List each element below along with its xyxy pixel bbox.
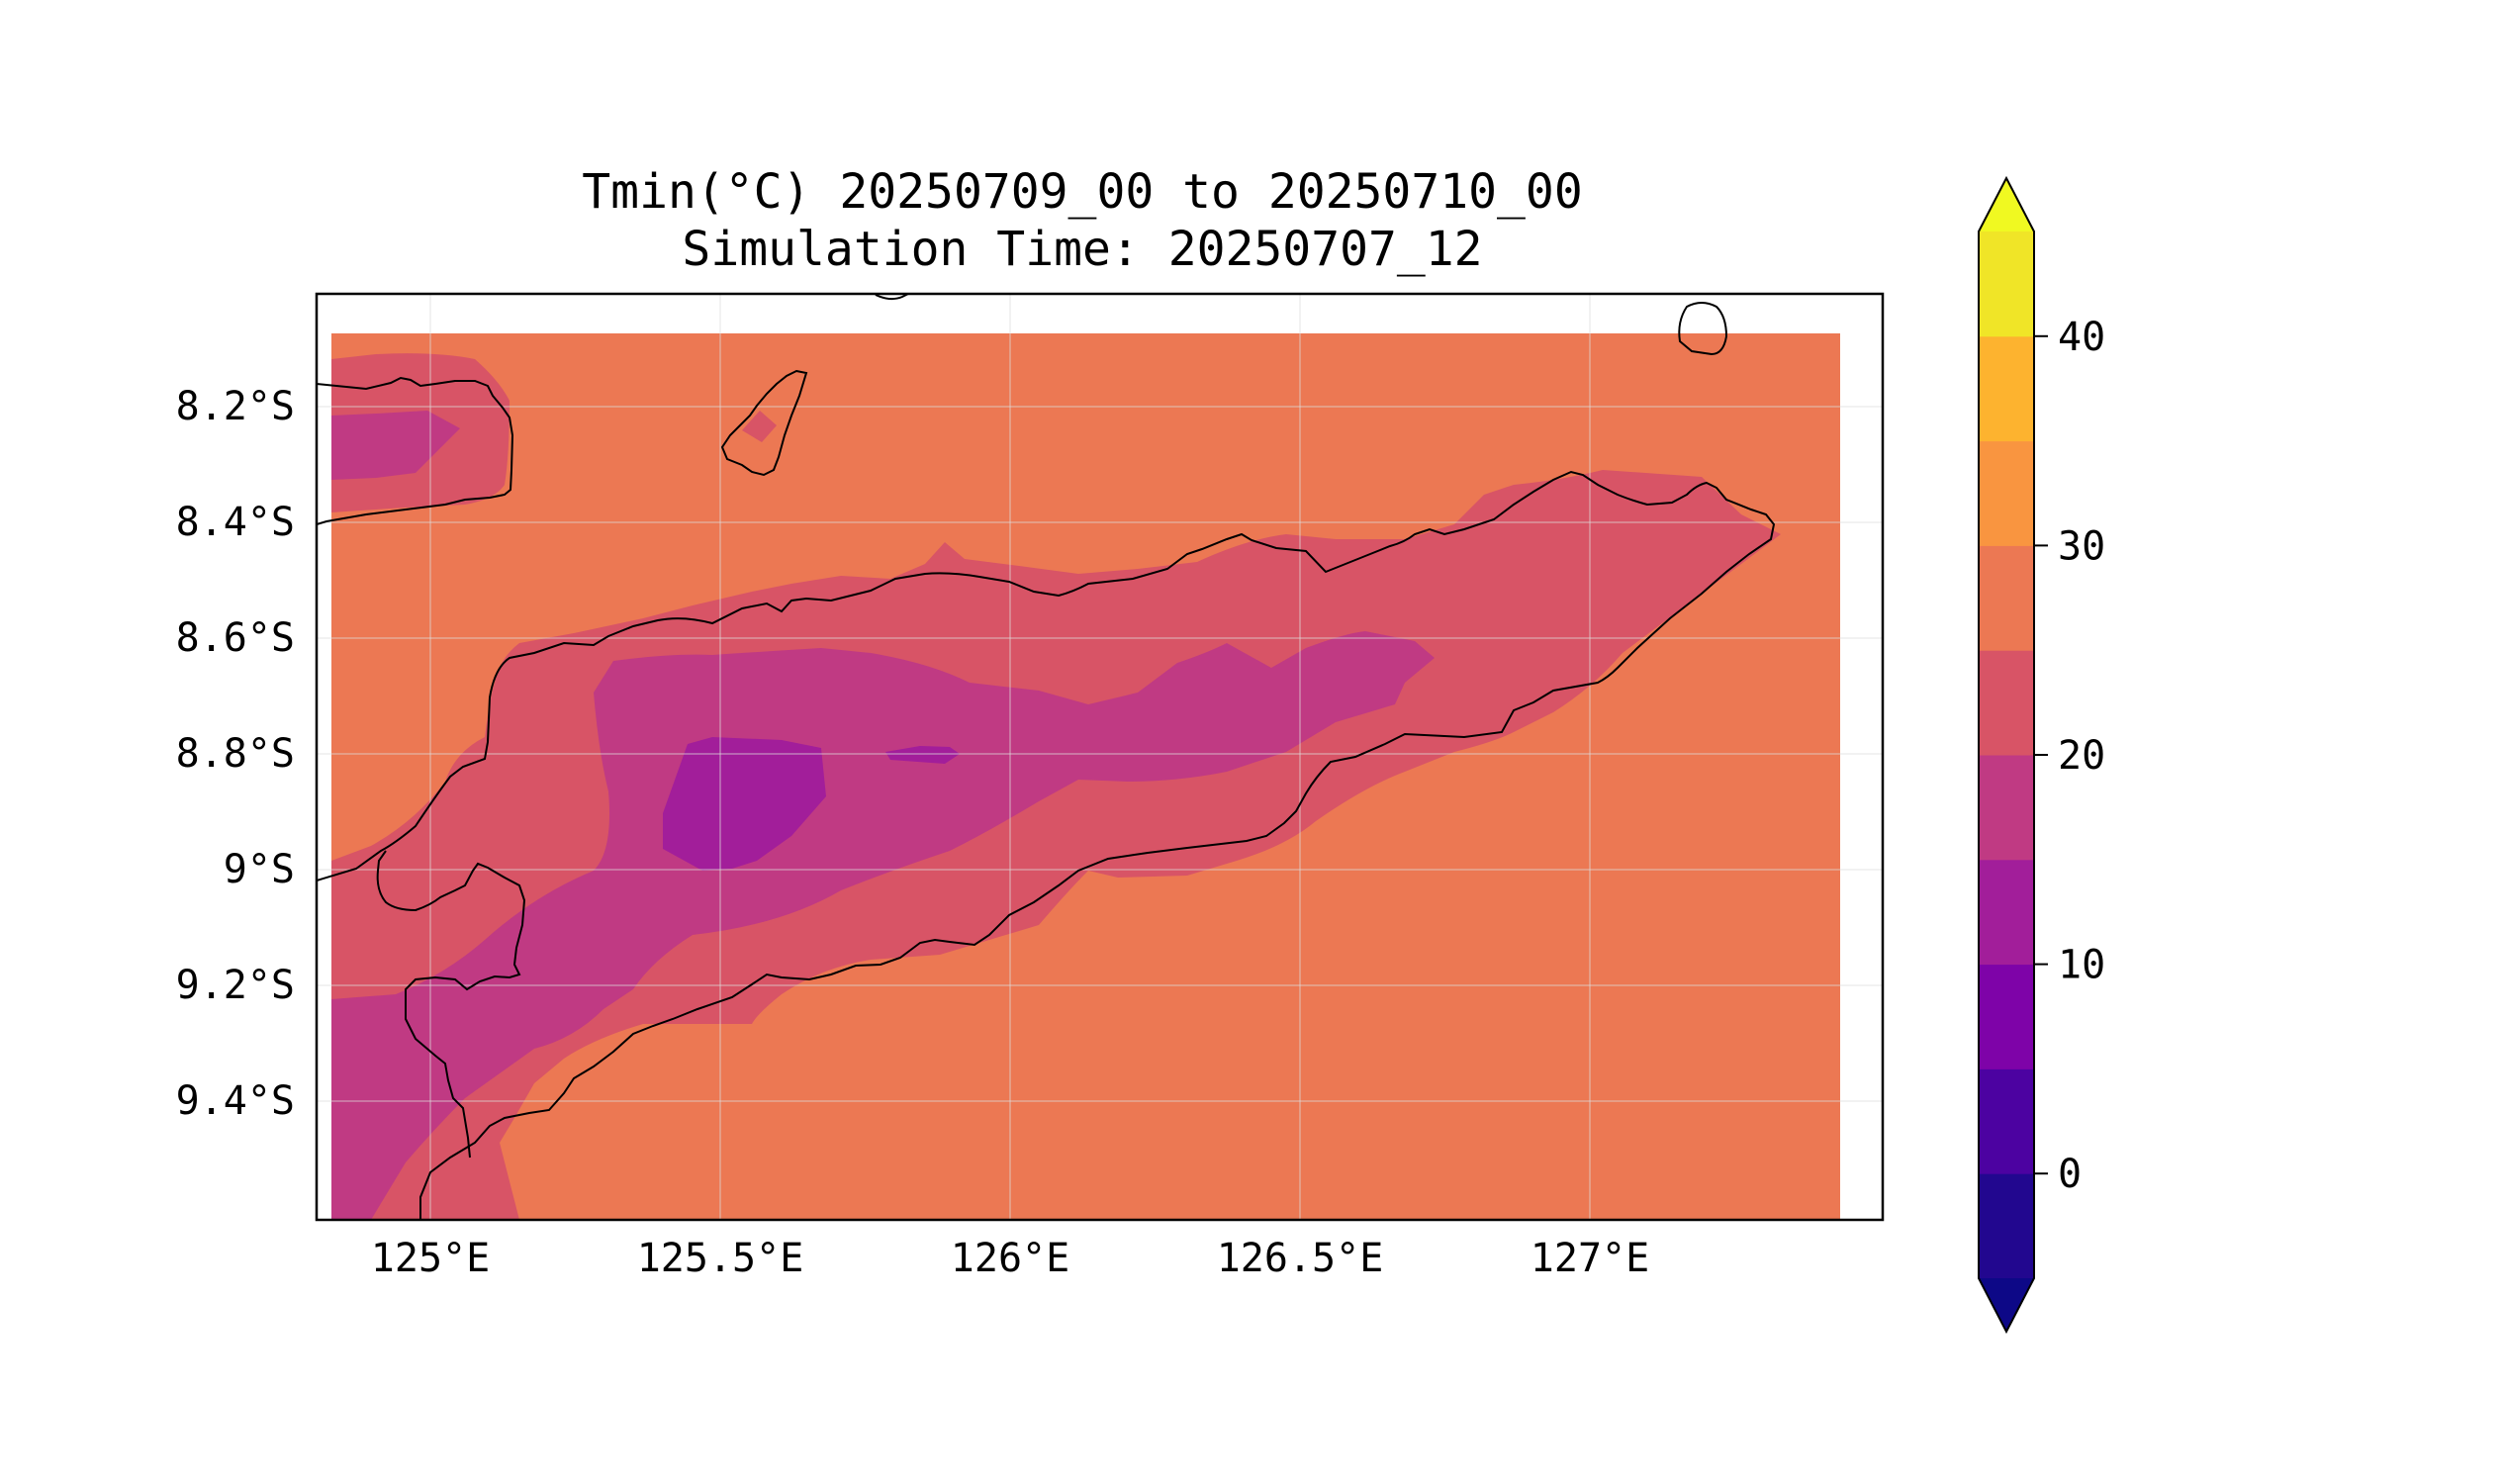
chart-title-line1: Tmin(°C) 20250709_00 to 20250710_00 bbox=[582, 164, 1582, 220]
colorbar-band bbox=[1979, 650, 2034, 756]
coastlines bbox=[317, 294, 1776, 1220]
y-axis-labels: 8.2°S 8.4°S 8.6°S 8.8°S 9°S 9.2°S 9.4°S bbox=[176, 384, 295, 1124]
colorbar-tick-label: 30 bbox=[2058, 523, 2105, 569]
coastline-timor-north bbox=[317, 470, 1776, 1220]
colorbar-band bbox=[1979, 755, 2034, 861]
x-tick-label: 126.5°E bbox=[1217, 1236, 1384, 1281]
colorbar-extend-under bbox=[1979, 1278, 2034, 1332]
colorbar-band bbox=[1979, 232, 2034, 337]
colorbar bbox=[1978, 175, 2035, 1335]
y-tick-label: 8.2°S bbox=[176, 384, 295, 429]
coastline-wetar bbox=[317, 376, 514, 525]
chart-title-line2: Simulation Time: 20250707_12 bbox=[682, 222, 1482, 277]
contour-band-15-20-island bbox=[331, 411, 460, 480]
colorbar-band bbox=[1979, 440, 2034, 546]
y-tick-label: 9°S bbox=[224, 847, 295, 892]
x-tick-label: 125.5°E bbox=[637, 1236, 804, 1281]
coastline-top-island bbox=[875, 294, 909, 301]
colorbar-extend-over bbox=[1979, 178, 2034, 232]
colorbar-outline bbox=[1978, 175, 2035, 1335]
colorbar-band bbox=[1979, 1068, 2034, 1174]
y-tick-label: 8.4°S bbox=[176, 500, 295, 545]
colorbar-tick-label: 0 bbox=[2058, 1152, 2082, 1197]
colorbar-band bbox=[1979, 545, 2034, 651]
colorbar-tick-label: 20 bbox=[2058, 733, 2105, 779]
colorbar-band bbox=[1979, 1173, 2034, 1279]
map-plot bbox=[317, 294, 1883, 1220]
map-frame bbox=[315, 292, 1885, 1222]
y-tick-label: 8.6°S bbox=[176, 615, 295, 661]
y-tick-label: 9.4°S bbox=[176, 1078, 295, 1124]
gridlines bbox=[317, 294, 1883, 1220]
colorbar-ticks: 0 10 20 30 40 bbox=[2034, 315, 2105, 1197]
contour-band-10-15 bbox=[663, 737, 826, 871]
contour-band-10-15-small bbox=[885, 746, 960, 764]
colorbar-band bbox=[1979, 964, 2034, 1069]
y-tick-label: 9.2°S bbox=[176, 963, 295, 1008]
coastline-atauro bbox=[720, 369, 808, 477]
colorbar-band bbox=[1979, 335, 2034, 442]
x-axis-labels: 125°E 125.5°E 126°E 126.5°E 127°E bbox=[371, 1236, 1649, 1281]
x-tick-label: 126°E bbox=[951, 1236, 1069, 1281]
x-tick-label: 125°E bbox=[371, 1236, 490, 1281]
x-tick-label: 127°E bbox=[1530, 1236, 1649, 1281]
colorbar-band bbox=[1979, 859, 2034, 966]
colorbar-tick-label: 10 bbox=[2058, 943, 2105, 988]
coastline-inner-loop bbox=[376, 850, 526, 1159]
contour-band-15-20 bbox=[331, 631, 1435, 1220]
contour-band-20-25-islet bbox=[742, 411, 777, 442]
y-tick-label: 8.8°S bbox=[176, 731, 295, 777]
colorbar-tick-label: 40 bbox=[2058, 315, 2105, 360]
coastline-kisar bbox=[1678, 302, 1728, 356]
